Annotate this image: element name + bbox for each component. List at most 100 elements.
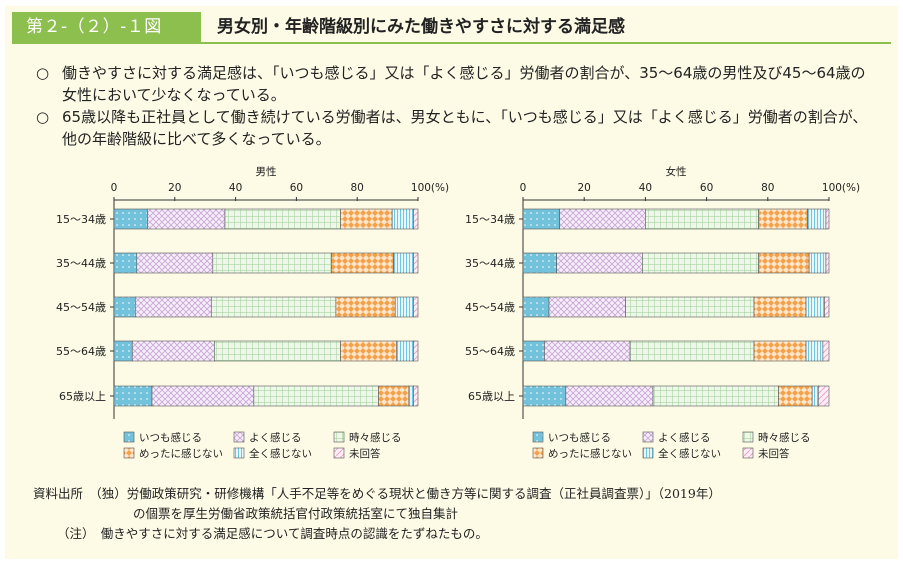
bar-segment (808, 252, 827, 274)
bar-segment (136, 252, 214, 274)
bar-segment (522, 385, 567, 407)
bar-segment (522, 296, 550, 318)
x-tick-label: 80 (351, 182, 364, 194)
legend-label: よく感じる (249, 431, 302, 444)
x-tick-label: 40 (639, 182, 652, 194)
bar-segment (825, 252, 830, 274)
x-tick-label: 40 (229, 182, 242, 194)
source-line-2: の個票を厚生労働省政策統括官付政策統括室にて独自集計 (133, 506, 459, 521)
legend-swatch (532, 431, 544, 443)
bar-segment (413, 296, 419, 318)
legend-label: よく感じる (658, 431, 711, 444)
bar-segment (642, 252, 759, 274)
bar-segment (131, 340, 215, 362)
bar-segment (113, 252, 138, 274)
note-line: （注） 働きやすさに対する満足感について調査時点の認識をたずねたもの。 (57, 526, 488, 541)
legend-label: めったに感じない (139, 447, 223, 460)
bar-segment (396, 340, 414, 362)
bar-segment (113, 208, 148, 230)
legend-swatch (742, 431, 754, 443)
summary-bullet-2: ○ 65歳以降も正社員として働き続けている労働者は、男女ともに、「いつも感じる」… (36, 106, 876, 150)
x-tick-label: 0 (111, 182, 118, 194)
summary-bullet-1: ○ 働きやすさに対する満足感は、「いつも感じる」又は「よく感じる」労働者の割合が… (36, 62, 876, 106)
bar-segment (625, 296, 755, 318)
legend-label: 時々感じる (349, 431, 402, 444)
x-tick-label: 100(%) (411, 182, 449, 194)
legend-swatch (642, 431, 654, 443)
legend-label: いつも感じる (139, 431, 202, 444)
legend-label: 未回答 (758, 447, 790, 460)
legend-swatch (333, 431, 345, 443)
bar-segment (340, 340, 398, 362)
bar-segment (253, 385, 379, 407)
figure-title: 男女別・年齢階級別にみた働きやすさに対する満足感 (217, 17, 625, 37)
bar-segment (331, 252, 394, 274)
x-tick-label: 60 (290, 182, 303, 194)
legend-label: いつも感じる (548, 431, 611, 444)
legend-swatch (123, 447, 135, 459)
x-tick-label: 100(%) (822, 182, 860, 194)
x-tick-label: 0 (520, 182, 527, 194)
bar-segment (753, 296, 807, 318)
bar-segment (113, 296, 136, 318)
bar-segment (212, 252, 332, 274)
legend-label: 未回答 (349, 447, 381, 460)
source-line-1: 資料出所 （独）労働政策研究・研修機構「人手不足等をめぐる現状と働き方等に関する… (33, 486, 721, 501)
x-tick-label: 80 (761, 182, 774, 194)
bar-segment (413, 252, 419, 274)
bar-segment (758, 208, 808, 230)
bullet-circle-icon: ○ (36, 64, 50, 82)
legend-label: 時々感じる (758, 431, 811, 444)
bar-segment (629, 340, 755, 362)
bar-segment (824, 296, 830, 318)
figure-panel (5, 6, 898, 559)
bar-segment (113, 385, 153, 407)
bar-segment (645, 208, 759, 230)
bar-segment (393, 252, 414, 274)
source-notes: 資料出所 （独）労働政策研究・研修機構「人手不足等をめぐる現状と働き方等に関する… (33, 484, 873, 544)
legend-swatch (642, 447, 654, 459)
bar-segment (151, 385, 255, 407)
figure-number: 第２-（２）-１図 (12, 12, 201, 42)
legend-swatch (742, 447, 754, 459)
bar-segment (335, 296, 396, 318)
bar-segment (811, 385, 819, 407)
bar-segment (652, 385, 779, 407)
category-label: 45～54歳 (56, 301, 106, 314)
bar-segment (825, 208, 830, 230)
bar-segment (522, 340, 545, 362)
bar-segment (556, 252, 643, 274)
chart-title: 女性 (666, 165, 687, 178)
category-label: 35～44歳 (56, 257, 106, 270)
bar-segment (413, 208, 419, 230)
bar-segment (548, 296, 626, 318)
legend-swatch (333, 447, 345, 459)
bar-segment (113, 340, 133, 362)
x-tick-label: 20 (168, 182, 181, 194)
category-label: 65歳以上 (59, 390, 106, 403)
bar-segment (817, 385, 830, 407)
bar-segment (413, 385, 419, 407)
bar-segment (805, 296, 825, 318)
summary-text-2: 65歳以降も正社員として働き続けている労働者は、男女ともに、「いつも感じる」又は… (62, 108, 868, 148)
bar-segment (565, 385, 654, 407)
chart-title: 男性 (256, 165, 277, 178)
x-tick-label: 60 (700, 182, 713, 194)
category-label: 55～64歳 (465, 345, 515, 358)
bar-segment (210, 296, 337, 318)
bar-segment (394, 296, 414, 318)
bar-segment (522, 208, 561, 230)
bar-segment (559, 208, 646, 230)
summary-text-1: 働きやすさに対する満足感は、「いつも感じる」又は「よく感じる」労働者の割合が、3… (62, 64, 866, 104)
bar-segment (147, 208, 226, 230)
bar-segment (544, 340, 631, 362)
figure-header: 第２-（２）-１図 男女別・年齢階級別にみた働きやすさに対する満足感 (12, 12, 891, 44)
category-label: 65歳以上 (468, 390, 515, 403)
legend-swatch (532, 447, 544, 459)
bar-segment (413, 340, 419, 362)
legend-swatch (123, 431, 135, 443)
category-label: 15～34歳 (56, 213, 106, 226)
bar-segment (758, 252, 810, 274)
bar-segment (408, 385, 414, 407)
